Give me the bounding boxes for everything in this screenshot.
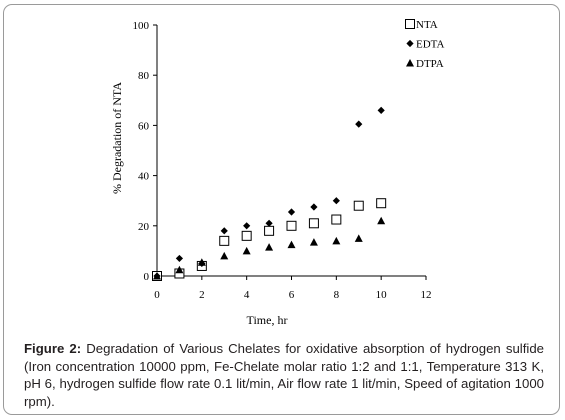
scatter-chart: 0 20 40 60 80 100 0 2 4 6 8 10 12 % Degradation of … xyxy=(110,19,445,327)
x-tick-label: 8 xyxy=(334,289,340,301)
nta-point xyxy=(376,198,387,209)
edta-point xyxy=(310,203,318,211)
edta-point xyxy=(265,219,273,227)
dtpa-point xyxy=(220,251,229,260)
x-tick-label: 2 xyxy=(199,289,205,301)
edta-point xyxy=(377,106,385,114)
figure-caption: Figure 2: Degradation of Various Chelate… xyxy=(24,340,544,410)
edta-point xyxy=(243,222,251,230)
axes xyxy=(156,25,426,277)
dtpa-point xyxy=(153,272,161,280)
y-tick-label: 40 xyxy=(138,171,150,183)
y-tick-label: 0 xyxy=(144,271,150,283)
dtpa-point xyxy=(377,216,386,225)
x-axis-label: Time, hr xyxy=(247,313,288,327)
dtpa-point xyxy=(175,265,184,274)
nta-point xyxy=(308,218,319,229)
y-tick-label: 60 xyxy=(138,120,150,132)
legend-label-dtpa: DTPA xyxy=(416,58,444,70)
nta-point xyxy=(331,214,342,225)
x-tick-label: 0 xyxy=(154,289,160,301)
x-ticks: 0 2 4 6 8 10 12 xyxy=(154,276,432,301)
y-tick-label: 100 xyxy=(133,20,150,32)
caption-text: Degradation of Various Chelates for oxid… xyxy=(24,341,545,409)
caption-label: Figure 2: xyxy=(24,341,82,356)
data-points xyxy=(152,106,387,281)
nta-point xyxy=(219,235,230,246)
edta-point xyxy=(332,197,340,205)
x-tick-label: 12 xyxy=(421,289,432,301)
x-tick-label: 6 xyxy=(289,289,295,301)
legend: NTA EDTA DTPA xyxy=(405,19,445,70)
figure-frame xyxy=(3,4,560,415)
y-ticks: 0 20 40 60 80 100 xyxy=(133,20,157,283)
dtpa-point xyxy=(242,246,251,255)
nta-point xyxy=(286,220,297,231)
edta-point xyxy=(175,254,184,263)
dtpa-point xyxy=(287,240,296,249)
edta-point xyxy=(287,208,296,216)
dtpa-point xyxy=(197,258,206,266)
y-tick-label: 20 xyxy=(138,221,150,233)
edta-point xyxy=(220,227,228,235)
y-tick-label: 80 xyxy=(138,70,150,82)
x-tick-label: 10 xyxy=(376,289,388,301)
nta-point xyxy=(353,200,364,211)
nta-point xyxy=(264,225,275,236)
legend-label-nta: NTA xyxy=(416,19,438,31)
legend-marker-dtpa xyxy=(406,59,414,67)
y-axis-label: % Degradation of NTA xyxy=(110,82,124,194)
x-tick-label: 4 xyxy=(244,289,250,301)
legend-marker-nta xyxy=(405,19,415,29)
dtpa-point xyxy=(309,238,318,246)
dtpa-point xyxy=(265,243,274,251)
dtpa-point xyxy=(332,236,341,245)
edta-point xyxy=(355,120,363,128)
nta-point xyxy=(241,230,252,241)
legend-marker-edta xyxy=(406,39,414,48)
legend-label-edta: EDTA xyxy=(416,39,445,51)
dtpa-point xyxy=(354,234,363,242)
